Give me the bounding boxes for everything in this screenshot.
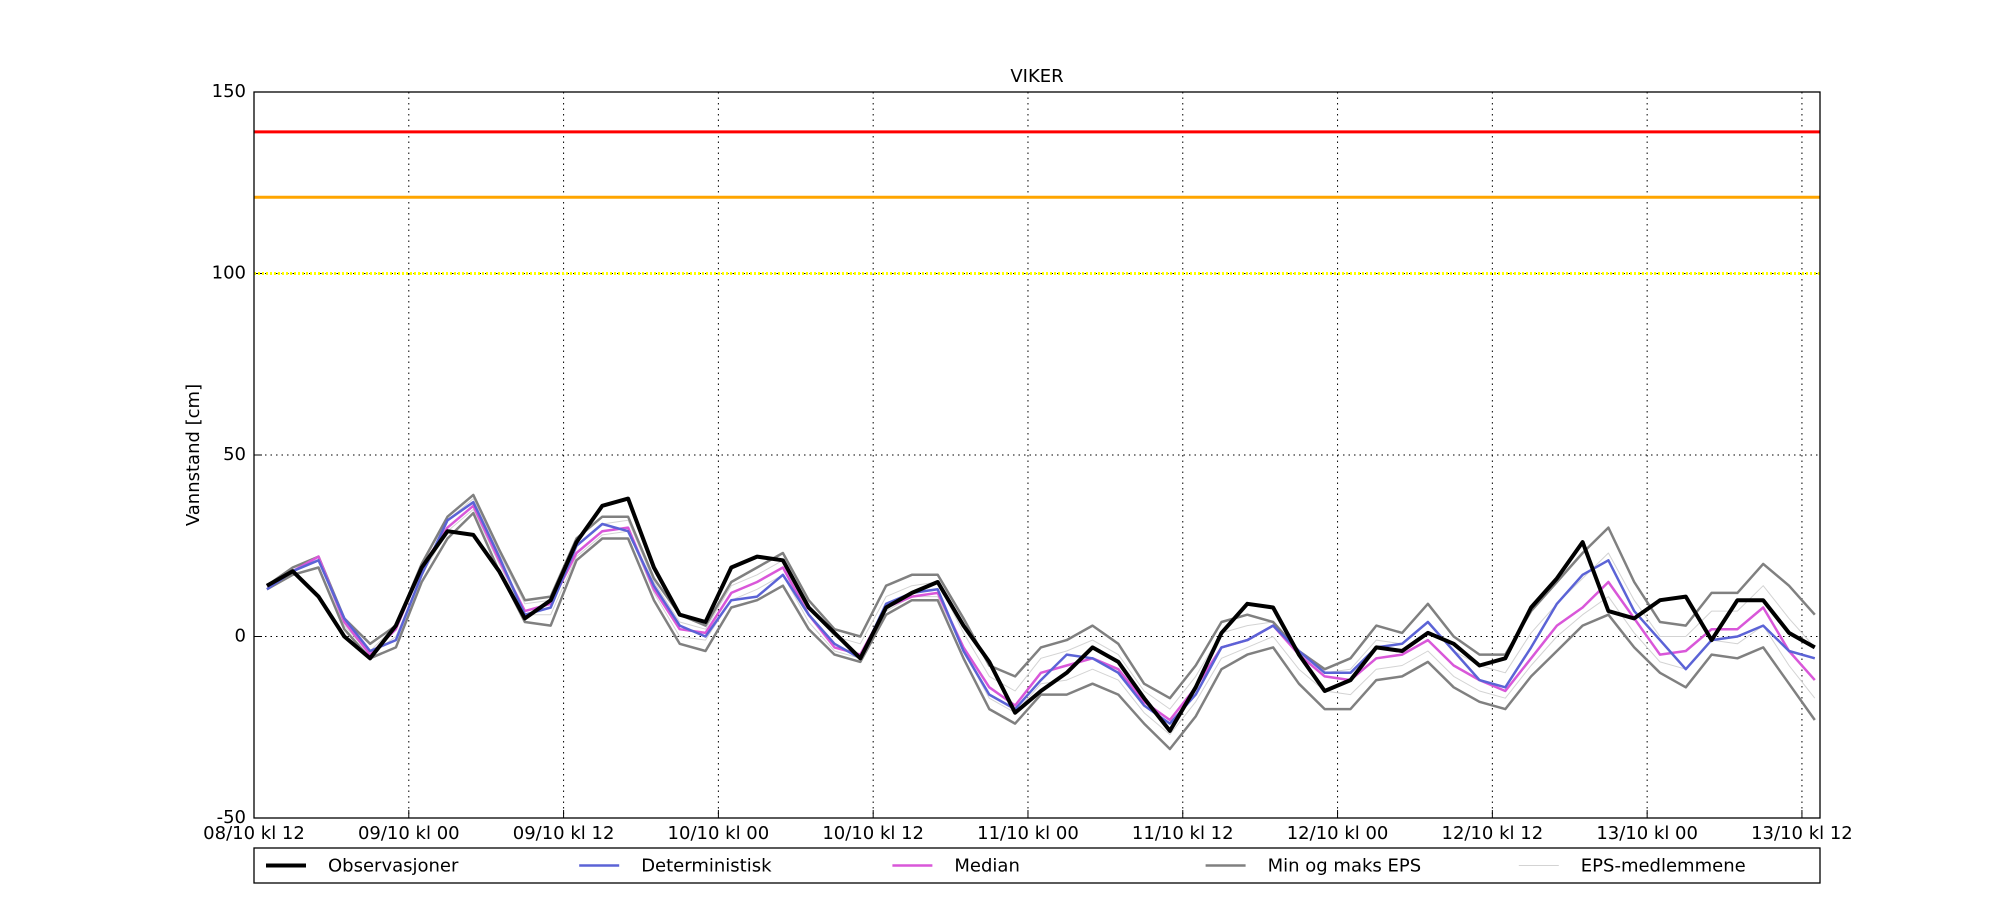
y-tick-label: -50	[217, 807, 246, 828]
legend-label: Median	[954, 856, 1019, 877]
x-tick-label: 11/10 kl 00	[977, 823, 1079, 844]
y-tick-label: 50	[223, 444, 246, 465]
x-tick-label: 13/10 kl 12	[1751, 823, 1853, 844]
plot-frame	[253, 91, 1821, 819]
x-tick-label: 09/10 kl 00	[358, 823, 460, 844]
legend-label: Deterministisk	[641, 856, 772, 877]
legend-label: Observasjoner	[328, 856, 459, 877]
x-tick-label: 12/10 kl 00	[1287, 823, 1389, 844]
x-tick-label: 10/10 kl 00	[668, 823, 770, 844]
series-line	[266, 504, 1816, 722]
x-tick-label: 10/10 kl 12	[822, 823, 924, 844]
y-tick-label: 150	[212, 81, 246, 102]
eps-min-line	[266, 511, 1816, 751]
legend-label: Min og maks EPS	[1268, 856, 1422, 877]
x-tick-label: 13/10 kl 00	[1596, 823, 1698, 844]
x-tick-label: 12/10 kl 12	[1442, 823, 1544, 844]
series-line	[265, 496, 1816, 733]
eps-max-line	[266, 493, 1816, 700]
legend-label: EPS-medlemmene	[1581, 856, 1746, 877]
chart-title: VIKER	[1010, 66, 1063, 87]
x-tick-label: 08/10 kl 12	[203, 823, 305, 844]
legend-box	[253, 847, 1821, 884]
y-tick-label: 100	[212, 263, 246, 284]
y-tick-label: 0	[235, 626, 246, 647]
x-tick-label: 11/10 kl 12	[1132, 823, 1234, 844]
ensemble-member-line	[266, 498, 1816, 710]
x-tick-label: 09/10 kl 12	[513, 823, 615, 844]
y-axis-label: Vannstand [cm]	[183, 384, 204, 526]
